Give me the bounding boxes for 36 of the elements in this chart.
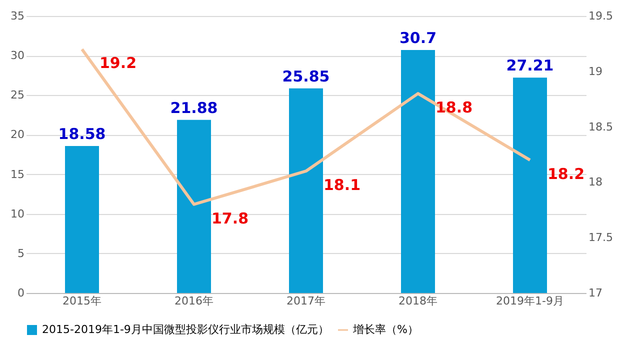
y-tick-label: 25 [10,88,24,102]
y2-tick-label: 19 [588,64,602,78]
y2-tick-label: 17 [588,286,602,300]
data-label: 27.21 [506,56,554,75]
x-tick-label: 2016年 [174,294,214,308]
y-tick-label: 20 [10,128,24,142]
y-tick-label: 10 [10,207,24,220]
data-label: 25.85 [282,67,330,86]
y-tick-label: 30 [10,49,24,62]
bar [289,88,323,293]
y-tick-label: 5 [18,246,24,260]
data-label: 18.2 [547,165,585,184]
y2-tick-label: 18.5 [588,120,613,134]
data-label: 18.58 [58,124,106,143]
data-label: 18.8 [435,98,473,117]
x-tick-label: 2017年 [286,294,326,308]
data-label: 17.8 [211,209,249,228]
data-label: 30.7 [399,29,437,48]
y2-tick-label: 19.5 [588,10,613,22]
x-tick-label: 2019年1-9月 [496,294,564,308]
legend-label: 增长率（%） [352,323,418,336]
x-tick-label: 2018年 [398,294,438,308]
bar [401,50,435,293]
data-label: 18.1 [323,176,361,194]
data-label: 21.88 [170,98,218,117]
bar [513,78,547,293]
y-tick-label: 0 [18,286,24,300]
y2-tick-label: 18 [588,176,602,189]
x-tick-label: 2015年 [62,294,102,308]
y-tick-label: 15 [10,168,24,181]
bar [177,120,211,293]
data-label: 19.2 [99,54,137,72]
legend-label: 2015-2019年1-9月中国微型投影仪行业市场规模（亿元） [42,323,329,336]
y2-tick-label: 17.5 [588,231,613,244]
y-tick-label: 35 [10,10,24,22]
bar [65,146,99,293]
